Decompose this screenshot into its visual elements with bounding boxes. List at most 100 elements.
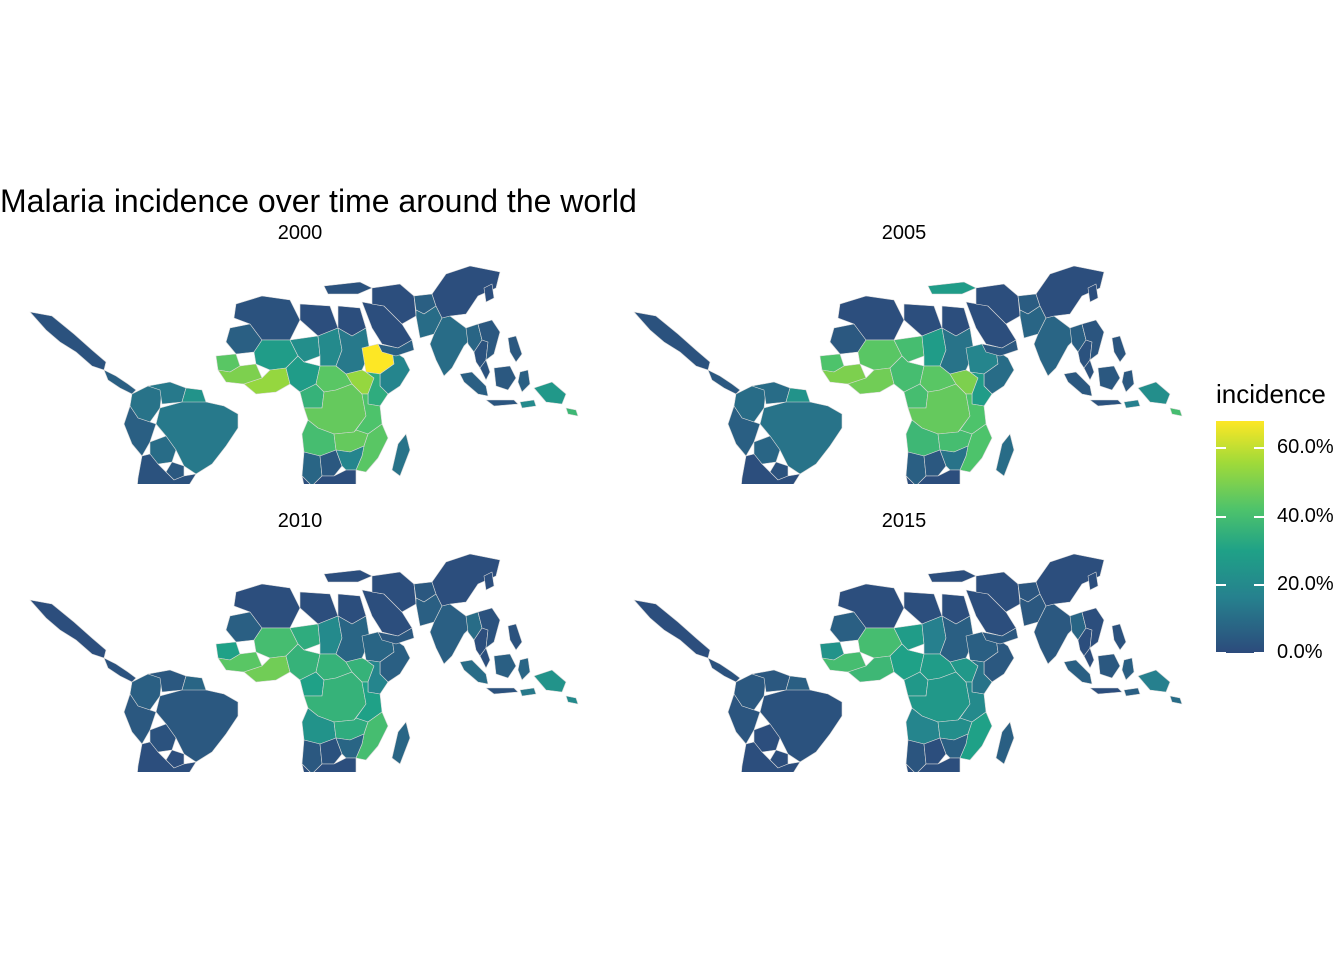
country-sumatra [459,659,489,685]
country-korea [1087,571,1099,591]
country-southern-cone [137,741,197,772]
facet-label-2010: 2010 [277,510,323,532]
country-indochina [1081,607,1105,649]
country-brazil [759,689,843,763]
country-java [1089,687,1123,695]
country-yemen [377,627,415,645]
facet-panel-2010: 2010 [0,510,600,772]
country-mexico [633,311,711,371]
legend-colorbar [1216,421,1264,653]
country-malaysia [479,359,491,381]
country-guinea [821,363,867,385]
country-madagascar [391,721,411,765]
world-map-2005 [633,265,1183,484]
facet-label-2000: 2000 [277,222,323,244]
country-iran [975,283,1021,325]
country-philippines [507,335,523,363]
legend-tick-label: 0.0% [1277,641,1323,663]
country-central-am [707,369,741,395]
country-central-am [707,657,741,683]
country-botswana [319,737,343,765]
country-philippines [1111,335,1127,363]
world-map-2000 [29,265,579,484]
country-timor [1123,687,1141,697]
world-map-2010 [29,553,579,772]
country-sumatra [1063,371,1093,397]
country-central-am [103,369,137,395]
country-turkey [323,569,373,583]
legend-tick-left [1216,652,1226,654]
legend-tick-left [1216,447,1226,450]
country-png [533,669,567,693]
country-china [431,265,501,319]
country-china [1035,553,1105,607]
country-korea [483,283,495,303]
country-korea [483,571,495,591]
country-madagascar [995,433,1015,477]
country-sumatra [1063,659,1093,685]
country-java [485,399,519,407]
country-zimbabwe [939,445,969,471]
country-china [431,553,501,607]
country-south-africa [301,757,357,772]
country-sulawesi [517,657,531,681]
country-sulawesi [1121,657,1135,681]
country-botswana [923,737,947,765]
country-niger [289,335,321,363]
country-niger [893,335,925,363]
country-borneo [493,365,517,391]
country-south-africa [301,469,357,484]
country-madagascar [391,433,411,477]
country-mexico [633,599,711,659]
country-solomons [1169,407,1183,417]
legend-tick-right [1254,652,1264,654]
legend-tick-right [1254,447,1264,450]
country-madagascar [995,721,1015,765]
country-java [1089,399,1123,407]
country-indochina [477,319,501,361]
country-sulawesi [1121,369,1135,393]
country-south-africa [905,757,961,772]
legend-tick-right [1254,583,1264,586]
country-png [1137,669,1171,693]
legend-tick-label: 40.0% [1277,504,1334,527]
country-guinea [217,651,263,673]
facet-panel-2005: 2005 [604,222,1204,484]
country-png [1137,381,1171,405]
country-indochina [1081,319,1105,361]
country-borneo [1097,365,1121,391]
country-solomons [565,695,579,705]
country-philippines [507,623,523,651]
country-iran [371,571,417,613]
country-turkey [927,281,977,295]
legend-tick-right [1254,515,1264,518]
country-png [533,381,567,405]
country-sumatra [459,371,489,397]
facet-panel-2015: 2015 [604,510,1204,772]
country-southern-cone [741,453,801,484]
country-borneo [493,653,517,679]
country-niger [893,623,925,651]
country-southern-cone [741,741,801,772]
country-zimbabwe [939,733,969,759]
country-guinea [821,651,867,673]
country-south-africa [905,469,961,484]
country-southern-cone [137,453,197,484]
country-botswana [319,449,343,477]
legend-tick-label: 20.0% [1277,572,1334,595]
country-brazil [155,401,239,475]
legend-tick-left [1216,583,1226,586]
country-solomons [565,407,579,417]
country-yemen [981,339,1019,357]
country-malaysia [1083,647,1095,669]
country-iran [371,283,417,325]
country-turkey [323,281,373,295]
facet-label-2015: 2015 [881,510,927,532]
country-java [485,687,519,695]
country-yemen [981,627,1019,645]
legend-title: incidence [1216,379,1326,409]
country-brazil [759,401,843,475]
country-mexico [29,311,107,371]
country-brazil [155,689,239,763]
country-zimbabwe [335,445,365,471]
